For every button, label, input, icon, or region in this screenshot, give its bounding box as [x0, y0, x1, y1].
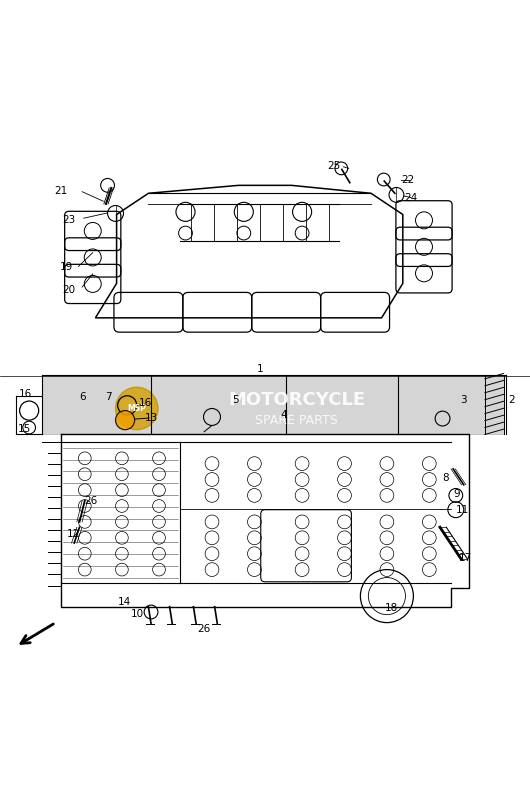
Text: 16: 16: [19, 389, 32, 398]
Text: 13: 13: [144, 413, 158, 423]
Text: 1: 1: [257, 364, 263, 374]
Text: MSP: MSP: [127, 404, 146, 413]
Text: 6: 6: [79, 392, 85, 402]
FancyBboxPatch shape: [42, 376, 504, 434]
Text: 21: 21: [55, 186, 68, 196]
Text: 19: 19: [59, 262, 73, 273]
Text: 9: 9: [454, 490, 460, 499]
Text: 20: 20: [63, 286, 75, 295]
Circle shape: [116, 410, 135, 430]
Text: 2: 2: [508, 395, 515, 405]
Text: 12: 12: [67, 529, 80, 538]
Text: 24: 24: [404, 193, 418, 202]
Text: 18: 18: [385, 602, 398, 613]
Circle shape: [116, 387, 158, 430]
Text: 26: 26: [197, 624, 211, 634]
Text: 8: 8: [442, 474, 448, 483]
Text: 3: 3: [461, 395, 467, 405]
Text: 16: 16: [139, 398, 153, 408]
Text: MOTORCYCLE: MOTORCYCLE: [228, 391, 365, 409]
Text: 14: 14: [118, 598, 131, 607]
Text: SPARE PARTS: SPARE PARTS: [255, 414, 338, 426]
Text: 7: 7: [105, 392, 112, 402]
Text: 10: 10: [131, 609, 144, 618]
Text: 17: 17: [458, 553, 472, 563]
Text: 23: 23: [63, 214, 76, 225]
Text: 5: 5: [233, 395, 239, 405]
Text: 15: 15: [18, 424, 32, 434]
Text: 22: 22: [402, 174, 415, 185]
Text: 11: 11: [456, 506, 469, 515]
Text: 4: 4: [280, 410, 287, 420]
Text: 26: 26: [85, 496, 98, 506]
Text: 25: 25: [327, 161, 340, 170]
